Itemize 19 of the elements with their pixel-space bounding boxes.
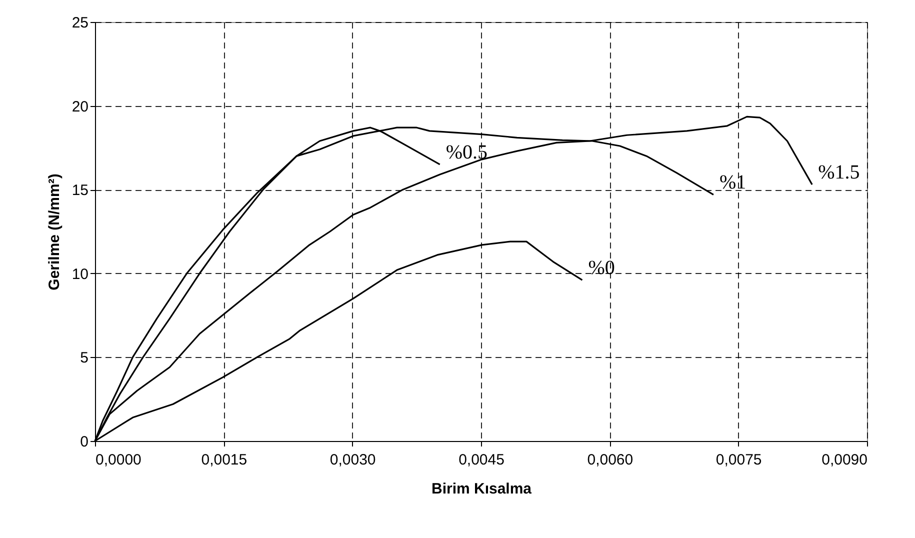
x-tick-label: 0,0075 xyxy=(716,452,762,468)
x-tick-label: 0,0030 xyxy=(330,452,376,468)
x-axis-title: Birim Kısalma xyxy=(431,480,532,498)
y-tick-label: 15 xyxy=(72,182,88,200)
y-tick-label: 5 xyxy=(80,350,88,367)
y-axis-title: Gerilme (N/mm²) xyxy=(46,174,63,290)
y-tick-label: 0 xyxy=(80,434,88,450)
series-label: %0 xyxy=(588,257,615,280)
y-tick-label: 10 xyxy=(72,266,88,283)
y-tick-label: 20 xyxy=(72,98,88,116)
series-label: %0.5 xyxy=(446,141,488,164)
x-tick-label: 0,0090 xyxy=(822,452,868,468)
x-tick-label: 0,0015 xyxy=(201,452,248,468)
series-label: %1 xyxy=(719,172,746,194)
x-tick-label: 0,0045 xyxy=(458,452,504,468)
x-tick-label: 0,0000 xyxy=(96,452,142,468)
series-label: %1.5 xyxy=(818,162,860,184)
x-tick-label: 0,0060 xyxy=(587,452,634,468)
y-tick-label: 25 xyxy=(72,14,88,32)
